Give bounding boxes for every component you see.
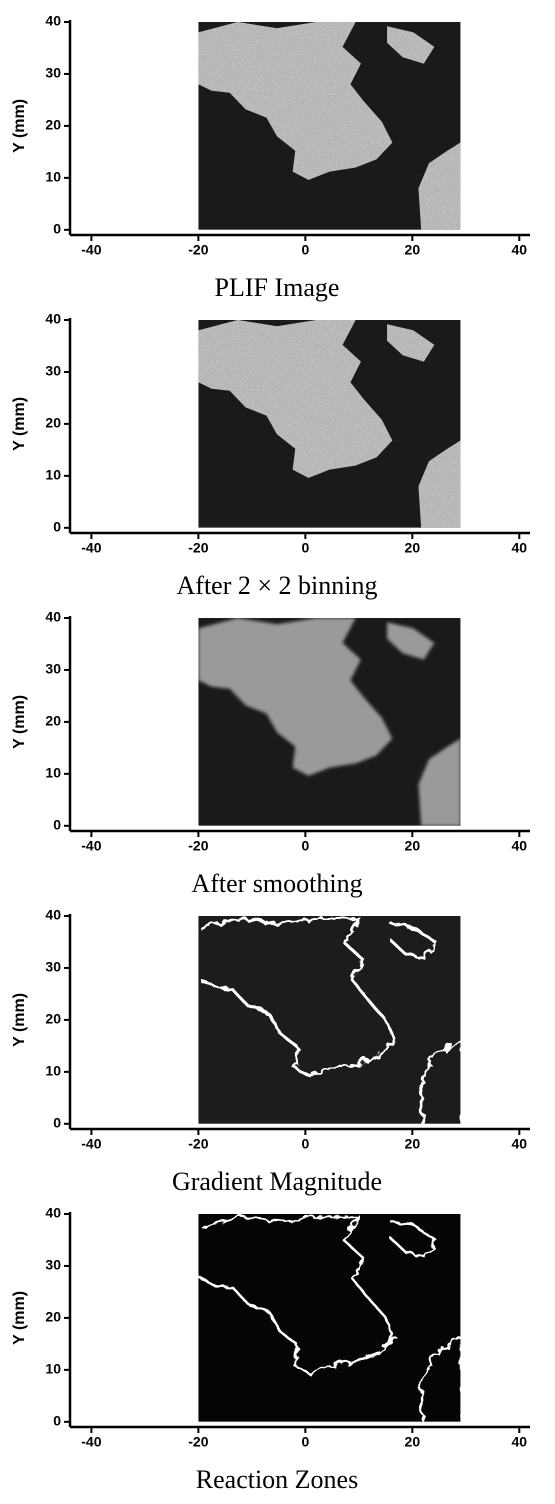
y-tick-label: 20 (45, 117, 61, 133)
x-tick-label: 20 (405, 838, 421, 854)
y-tick-label: 0 (53, 519, 61, 535)
x-tick-label: -40 (81, 540, 101, 556)
flame-front (386, 1216, 436, 1258)
y-tick-label: 20 (45, 1309, 61, 1325)
image (198, 618, 461, 826)
y-tick-label: 10 (45, 1361, 61, 1377)
y-tick-label: 10 (45, 169, 61, 185)
y-tick-label: 10 (45, 765, 61, 781)
y-tick-label: 10 (45, 1063, 61, 1079)
image (198, 320, 461, 528)
y-tick-label: 40 (45, 311, 61, 327)
y-axis-label: Y (mm) (11, 397, 28, 451)
y-tick-label: 20 (45, 1011, 61, 1027)
y-axis-label: Y (mm) (11, 993, 28, 1047)
x-tick-label: -20 (188, 540, 208, 556)
flame-front (417, 1333, 461, 1422)
image-background (198, 1214, 461, 1422)
x-tick-label: -40 (81, 1136, 101, 1152)
flame-front (386, 918, 437, 960)
bright-region (387, 26, 435, 64)
x-tick-label: 40 (512, 540, 528, 556)
panel: 0 10 20 30 40 -40 -20 0 20 40 Y (mm) After 2 × 2 bi… (11, 311, 530, 600)
bright-region (418, 142, 461, 230)
x-tick-label: 40 (512, 1136, 528, 1152)
y-tick-label: 30 (45, 1257, 61, 1273)
x-tick-label: 40 (512, 242, 528, 258)
y-tick-label: 30 (45, 959, 61, 975)
flame-front (198, 1214, 394, 1374)
bright-region (387, 622, 435, 660)
y-axis-label: Y (mm) (11, 1291, 28, 1345)
y-tick-label: 40 (45, 907, 61, 923)
panel-caption: Reaction Zones (196, 1465, 358, 1494)
x-tick-label: -20 (188, 242, 208, 258)
y-tick-label: 30 (45, 363, 61, 379)
y-tick-label: 20 (45, 415, 61, 431)
y-tick-label: 40 (45, 1205, 61, 1221)
gradient-texture (198, 916, 461, 1124)
y-axis-label: Y (mm) (11, 99, 28, 153)
x-tick-label: 0 (301, 242, 309, 258)
y-tick-label: 0 (53, 817, 61, 833)
panel: 0 10 20 30 40 -40 -20 0 20 40 Y (mm) Reaction Zones (11, 1205, 530, 1494)
x-tick-label: 0 (301, 540, 309, 556)
x-tick-label: -20 (188, 838, 208, 854)
image (198, 916, 461, 1124)
panel: 0 10 20 30 40 -40 -20 0 20 40 Y (mm) Gradient Magni… (11, 907, 530, 1196)
x-tick-label: -40 (81, 838, 101, 854)
y-tick-label: 0 (53, 1413, 61, 1429)
panel: 0 10 20 30 40 -40 -20 0 20 40 Y (mm) After smoothin… (11, 609, 530, 898)
panel-caption: After smoothing (191, 869, 362, 898)
panel: 0 10 20 30 40 -40 -20 0 20 40 Y (mm) PLIF Image (11, 13, 530, 302)
bright-region (418, 440, 461, 528)
y-tick-label: 20 (45, 713, 61, 729)
y-axis-label: Y (mm) (11, 695, 28, 749)
x-tick-label: 0 (301, 838, 309, 854)
panel-caption: PLIF Image (215, 273, 340, 302)
x-tick-label: -20 (188, 1136, 208, 1152)
x-tick-label: 0 (301, 1434, 309, 1450)
x-tick-label: 20 (405, 540, 421, 556)
image (198, 22, 461, 230)
x-tick-label: -20 (188, 1434, 208, 1450)
x-tick-label: 40 (512, 838, 528, 854)
bright-region (198, 320, 393, 478)
panel-caption: After 2 × 2 binning (177, 571, 378, 600)
y-tick-label: 10 (45, 467, 61, 483)
panel-caption: Gradient Magnitude (172, 1167, 382, 1196)
bright-region (198, 22, 393, 180)
y-tick-label: 30 (45, 65, 61, 81)
x-tick-label: 20 (405, 242, 421, 258)
y-tick-label: 0 (53, 221, 61, 237)
x-tick-label: 20 (405, 1136, 421, 1152)
y-tick-label: 40 (45, 609, 61, 625)
x-tick-label: 20 (405, 1434, 421, 1450)
bright-region (418, 738, 461, 826)
bright-region (198, 618, 393, 776)
x-tick-label: 0 (301, 1136, 309, 1152)
flame-front (198, 916, 395, 1076)
y-tick-label: 0 (53, 1115, 61, 1131)
y-tick-label: 40 (45, 13, 61, 29)
y-tick-label: 30 (45, 661, 61, 677)
x-tick-label: -40 (81, 1434, 101, 1450)
image (198, 1214, 461, 1422)
flame-front (416, 1034, 461, 1124)
x-tick-label: -40 (81, 242, 101, 258)
bright-region (387, 324, 435, 362)
x-tick-label: 40 (512, 1434, 528, 1450)
